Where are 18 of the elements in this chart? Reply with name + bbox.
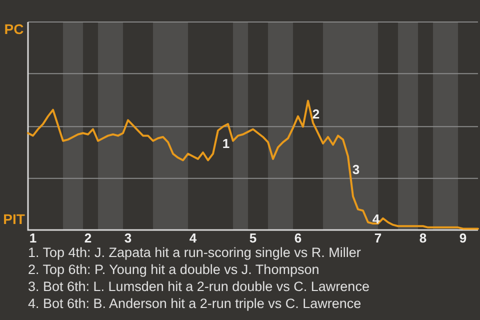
- annotation: 1: [222, 136, 230, 152]
- annotation: 3: [352, 162, 360, 177]
- x-tick-label: 2: [84, 230, 92, 246]
- annotation: 2: [312, 106, 320, 122]
- text: PIT: [3, 210, 26, 227]
- x-tick-label: 6: [294, 230, 302, 246]
- text: 1. Top 4th: J. Zapata hit a run-scoring single vs R. Miller: [28, 244, 362, 261]
- x-tick-label: 1: [29, 230, 37, 246]
- x-tick-label: 5: [249, 230, 257, 246]
- x-tick-label: 8: [419, 230, 427, 246]
- x-tick-label: 7: [374, 230, 382, 246]
- text: 2. Top 6th: P. Young hit a double vs J. Thompson: [28, 261, 320, 278]
- x-tick-label: 4: [189, 230, 198, 246]
- x-tick-label: 9: [459, 230, 467, 246]
- text: 4. Bot 6th: B. Anderson hit a 2-run triple vs C. Lawrence: [28, 295, 362, 312]
- text: PC: [4, 20, 24, 37]
- x-tick-label: 3: [124, 230, 132, 246]
- text: 3. Bot 6th: L. Lumsden hit a 2-run double vs C. Lawrence: [28, 278, 370, 295]
